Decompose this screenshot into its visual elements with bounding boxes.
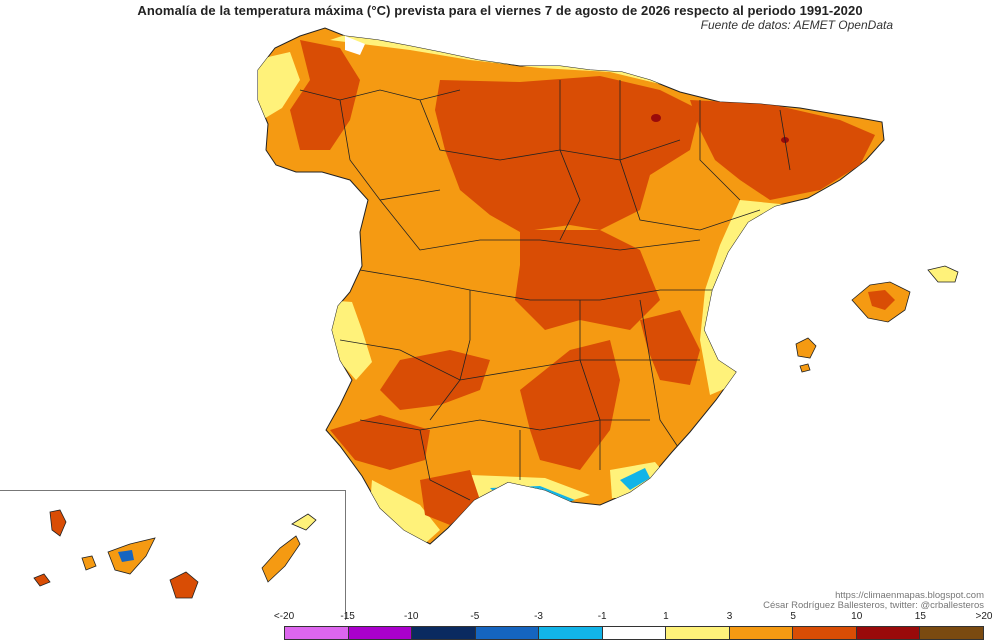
anomaly-zone-neg5to10-almeria bbox=[515, 494, 548, 503]
legend-tick: 5 bbox=[790, 611, 796, 622]
formentera-island bbox=[799, 363, 811, 373]
tenerife-negative-area bbox=[118, 550, 134, 562]
anomaly-zone-5to10-extremadura bbox=[380, 350, 490, 410]
legend-swatch bbox=[920, 627, 984, 639]
legend-swatch bbox=[475, 627, 540, 639]
canary-inset-frame bbox=[0, 490, 346, 620]
anomaly-zone-neg1-murcia bbox=[620, 468, 650, 490]
ibiza-island bbox=[795, 337, 817, 359]
la-gomera-island bbox=[81, 555, 97, 571]
region-canary bbox=[33, 509, 317, 599]
legend-tick: -10 bbox=[404, 611, 419, 622]
legend-tick: 3 bbox=[726, 611, 733, 622]
map-title: Anomalía de la temperatura máxima (°C) p… bbox=[137, 3, 863, 18]
anomaly-zone-5to10-aragon-south bbox=[640, 310, 700, 385]
la-palma-island bbox=[49, 509, 67, 537]
anomaly-zone-5to10-north-meseta bbox=[435, 76, 700, 232]
fuerteventura-island bbox=[261, 535, 301, 583]
anomaly-zone-5to10-galicia bbox=[290, 40, 360, 150]
data-source: Fuente de datos: AEMET OpenData bbox=[700, 18, 893, 32]
legend-tick: <-20 bbox=[273, 611, 295, 622]
el-hierro-island bbox=[33, 573, 51, 587]
anomaly-zone-white-north bbox=[345, 36, 365, 55]
legend-tick: -3 bbox=[534, 611, 543, 622]
credit-url: https://climaenmapas.blogspot.com bbox=[835, 590, 984, 601]
anomaly-zone-1to3-southwest bbox=[325, 300, 372, 380]
legend-swatch bbox=[412, 627, 476, 639]
anomaly-zone-neg3to5-almeria bbox=[505, 492, 560, 506]
legend-ticks: <-20 -15 -10 -5 -3 -1 1 3 5 10 15 >20 bbox=[274, 611, 993, 625]
legend-swatch bbox=[285, 627, 349, 639]
anomaly-zone-1to3-northwest bbox=[258, 52, 300, 120]
legend-tick: 10 bbox=[851, 611, 863, 622]
legend-swatch bbox=[602, 627, 667, 639]
province-borders bbox=[299, 80, 791, 501]
region-peninsula bbox=[257, 27, 885, 545]
anomaly-zone-5to10-andalucia-west bbox=[330, 415, 430, 470]
menorca-island bbox=[927, 265, 959, 283]
gran-canaria-island bbox=[169, 571, 199, 599]
credit-author: César Rodríguez Ballesteros, twitter: @c… bbox=[763, 600, 984, 611]
lanzarote-island bbox=[291, 513, 317, 531]
region-balearic bbox=[795, 265, 959, 373]
anomaly-spot-10to15 bbox=[651, 114, 661, 122]
legend-swatch bbox=[539, 627, 603, 639]
mallorca-red-area bbox=[868, 290, 895, 310]
legend-swatch bbox=[856, 627, 921, 639]
anomaly-zone-5to10-centre bbox=[515, 230, 660, 330]
color-legend bbox=[284, 626, 984, 640]
anomaly-zone-5to10-pyrenees bbox=[690, 100, 875, 200]
legend-tick: 1 bbox=[663, 611, 669, 622]
anomaly-zone-1to3-cadiz bbox=[370, 480, 440, 544]
legend-tick: -1 bbox=[597, 611, 607, 622]
legend-tick: -5 bbox=[470, 611, 480, 622]
legend-swatch bbox=[348, 627, 413, 639]
legend-tick: -15 bbox=[340, 611, 355, 622]
anomaly-zone-5to10-andalucia-east bbox=[520, 340, 620, 470]
anomaly-zone-1to3-east bbox=[700, 200, 790, 395]
legend-tick: >20 bbox=[975, 611, 993, 622]
legend-swatch bbox=[793, 627, 857, 639]
legend-swatch bbox=[666, 627, 730, 639]
legend-swatch bbox=[729, 627, 794, 639]
legend-tick: 15 bbox=[914, 611, 926, 622]
